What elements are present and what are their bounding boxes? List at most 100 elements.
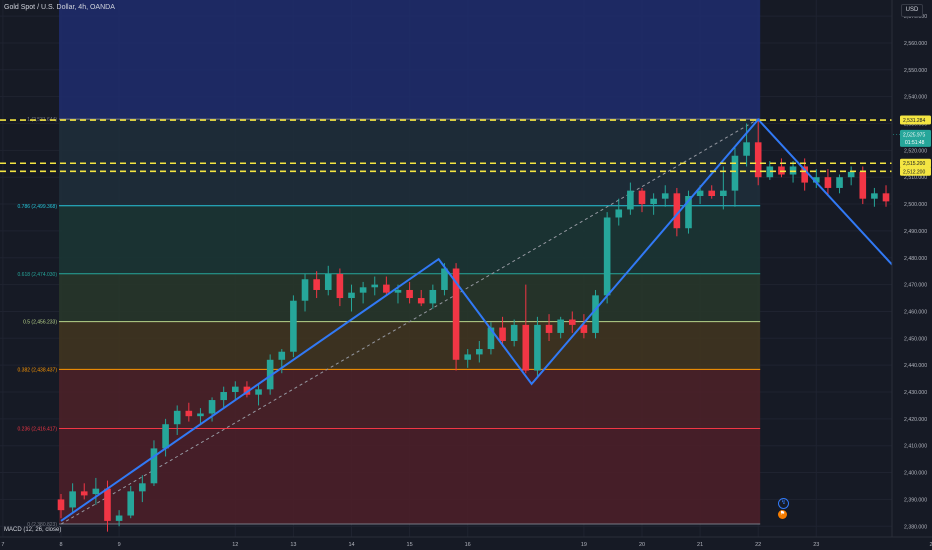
time-tick-label: 21 [697,542,703,548]
candle-body [778,166,785,175]
candle-body [173,410,181,425]
price-tick-label: 2,500.000 [904,202,927,208]
price-tick-label: 2,550.000 [904,68,927,74]
time-tick-label: 19 [581,542,587,548]
candle-body [522,324,530,371]
macd-indicator-label[interactable]: MACD (12, 26, close) [4,527,62,533]
time-tick-label: 12 [232,542,238,548]
price-tick-label: 2,570.000 [904,14,927,20]
candle-body [80,491,88,496]
candle-body [789,166,797,175]
level-price-tag [900,115,931,125]
time-tick-label: 23 [813,542,819,548]
price-tick-label: 2,470.000 [904,283,927,289]
price-tick-label: 2,560.000 [904,41,927,47]
time-tick-label: 20 [639,542,645,548]
candle-body [208,400,216,414]
candle-body [557,319,564,333]
time-tick-label: 13 [290,542,296,548]
candle-body [197,413,204,417]
candle-body [185,410,193,417]
candle-body [278,351,286,360]
candle-body [510,324,518,341]
candle-body [847,171,855,178]
candle-body [336,273,344,299]
candle-body [766,166,774,178]
candle-body [661,193,669,199]
candle-body [255,389,262,395]
time-tick-label: 15 [407,542,413,548]
candle-body [406,289,413,299]
candle-body [685,196,692,229]
price-tick-label: 2,390.000 [904,497,927,503]
price-axis [892,0,932,550]
candle-body [139,483,146,492]
candle-body [720,190,727,197]
candle-body [568,319,576,325]
candle-body [232,386,239,393]
candle-body [650,198,657,205]
candle-body [220,392,227,401]
candle-body [534,324,541,371]
flag-icon[interactable]: ⚑ [778,510,787,519]
fib-zone [59,119,761,206]
candle-body [487,327,495,350]
fib-zone [59,369,761,429]
fib-zone [59,205,761,274]
fib-level-label: 0 (2,380.823) [27,522,57,528]
price-tick-label: 2,480.000 [904,256,927,262]
candle-body [324,273,332,290]
time-tick-label: 7 [1,542,4,548]
currency-selector[interactable]: USD [901,4,923,17]
candle-body [580,324,588,333]
price-tick-label: 2,450.000 [904,336,927,342]
candle-body [162,424,169,449]
candle-body [348,292,355,299]
price-tick-label: 2,380.000 [904,524,927,530]
candle-body [266,359,274,390]
candle-body [638,190,646,205]
time-tick-label: 26 [929,542,932,548]
candle-body [290,300,297,352]
symbol-title[interactable]: Gold Spot / U.S. Dollar, 4h, OANDA [4,4,115,11]
event-icon[interactable]: ↯ [778,498,789,509]
level-price-tag [900,158,931,168]
price-tick-label: 2,460.000 [904,309,927,315]
candle-body [359,287,367,293]
candle-body [69,491,76,508]
time-axis [0,537,932,550]
candle-body [127,491,135,516]
candle-body [859,171,867,199]
price-tick-label: 2,410.000 [904,444,927,450]
fib-level-label: 0.382 (2,438.437) [18,367,58,373]
candle-body [313,279,320,290]
candle-body [696,190,704,197]
candle-body [813,177,820,183]
fib-level-label: 0.786 (2,499.368) [18,204,58,210]
time-tick-label: 9 [118,542,121,548]
fib-zone [59,428,761,525]
candle-body [708,190,716,197]
time-tick-label: 14 [348,542,354,548]
candle-body [499,327,506,341]
price-tick-label: 2,430.000 [904,390,927,396]
fib-level-label: 0.236 (2,416.417) [18,426,58,432]
fib-trend-line [60,118,759,525]
time-tick-label: 22 [755,542,761,548]
price-tick-label: 2,510.000 [904,175,927,181]
candle-body [731,155,739,191]
fib-level-label: 0.5 (2,456.233) [23,320,57,326]
time-tick-label: 8 [59,542,62,548]
price-tick-label: 2,540.000 [904,95,927,101]
candle-body [441,268,448,290]
level-price-tag [900,166,931,176]
candle-body [754,142,762,178]
candle-body [104,488,111,521]
candle-body [882,193,890,202]
candle-body [394,289,402,293]
candle-body [615,209,623,218]
candle-body [627,190,634,210]
last-price-value: 2,525.975 [903,132,925,138]
